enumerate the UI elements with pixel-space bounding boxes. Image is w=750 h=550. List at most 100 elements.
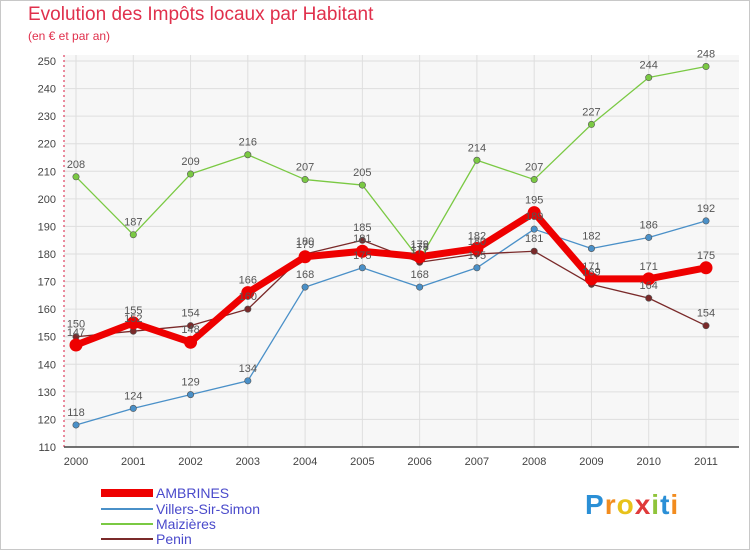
data-point — [72, 421, 80, 429]
data-label: 124 — [124, 390, 142, 402]
data-label: 180 — [468, 236, 486, 248]
data-point — [358, 264, 366, 272]
logo-letter: t — [660, 489, 671, 520]
y-tick-label: 250 — [38, 56, 56, 68]
data-point — [129, 231, 137, 239]
data-label: 169 — [582, 266, 600, 278]
data-point — [702, 322, 710, 330]
data-point — [413, 250, 427, 264]
legend-label: Villers-Sir-Simon — [156, 501, 260, 517]
logo-letter: i — [651, 489, 661, 520]
data-label: 147 — [67, 327, 85, 339]
x-tick-label: 2003 — [236, 456, 260, 468]
legend-label: AMBRINES — [156, 485, 229, 501]
data-label: 187 — [124, 217, 142, 229]
data-label: 185 — [353, 222, 371, 234]
series-line-villers-sir-simon — [75, 220, 707, 426]
data-point — [69, 338, 83, 352]
data-point — [587, 120, 595, 128]
data-label: 175 — [697, 250, 715, 262]
data-label: 189 — [525, 211, 543, 223]
y-tick-label: 220 — [38, 139, 56, 151]
data-label: 160 — [239, 291, 257, 303]
y-tick-label: 110 — [38, 442, 56, 454]
data-point — [530, 176, 538, 184]
plot-area — [64, 55, 739, 447]
data-label: 209 — [181, 156, 199, 168]
data-point — [126, 316, 140, 330]
data-label: 148 — [181, 324, 199, 336]
data-label: 181 — [353, 233, 371, 245]
data-point — [702, 63, 710, 71]
data-point — [187, 391, 195, 399]
x-tick-label: 2010 — [636, 456, 660, 468]
x-tick-label: 2011 — [694, 456, 718, 468]
data-label: 168 — [410, 269, 428, 281]
data-point — [645, 294, 653, 302]
data-point — [358, 181, 366, 189]
data-point — [530, 247, 538, 255]
data-point — [241, 286, 255, 300]
data-label: 227 — [582, 106, 600, 118]
data-label: 214 — [468, 142, 486, 154]
data-point — [187, 322, 195, 330]
data-point — [645, 233, 653, 241]
data-label: 205 — [353, 167, 371, 179]
data-label: 154 — [697, 308, 715, 320]
y-tick-label: 140 — [38, 359, 56, 371]
data-label: 175 — [468, 250, 486, 262]
logo-letter: r — [604, 489, 617, 520]
data-point — [355, 244, 369, 258]
data-point — [473, 156, 481, 164]
data-point — [301, 176, 309, 184]
series-line-maizi-res — [75, 65, 707, 261]
data-label: 150 — [67, 319, 85, 331]
data-label: 177 — [410, 244, 428, 256]
y-tick-label: 190 — [38, 221, 56, 233]
y-tick-label: 200 — [38, 194, 56, 206]
data-label: 208 — [67, 159, 85, 171]
logo-letter: o — [616, 489, 635, 520]
data-label: 171 — [582, 261, 600, 273]
logo-letter: i — [670, 489, 680, 520]
data-label: 168 — [296, 269, 314, 281]
data-label: 248 — [697, 49, 715, 61]
chart-title: Evolution des Impôts locaux par Habitant — [28, 4, 374, 25]
data-label: 186 — [640, 219, 658, 231]
data-label: 129 — [181, 377, 199, 389]
data-point — [645, 74, 653, 82]
y-tick-label: 180 — [38, 249, 56, 261]
data-label: 182 — [468, 230, 486, 242]
y-tick-label: 170 — [38, 277, 56, 289]
data-point — [587, 244, 595, 252]
data-label: 181 — [525, 233, 543, 245]
x-tick-label: 2001 — [121, 456, 145, 468]
data-label: 216 — [239, 137, 257, 149]
legend-label: Penin — [156, 531, 192, 547]
x-tick-label: 2000 — [64, 456, 88, 468]
data-label: 164 — [640, 280, 658, 292]
data-point — [584, 272, 598, 286]
data-point — [72, 173, 80, 181]
data-label: 195 — [525, 195, 543, 207]
y-tick-label: 120 — [38, 414, 56, 426]
y-tick-label: 160 — [38, 304, 56, 316]
data-point — [470, 241, 484, 255]
data-label: 154 — [181, 308, 199, 320]
y-tick-label: 240 — [38, 84, 56, 96]
data-point — [699, 261, 713, 275]
x-tick-label: 2006 — [407, 456, 431, 468]
x-tick-label: 2004 — [293, 456, 317, 468]
data-label: 180 — [296, 236, 314, 248]
data-label: 192 — [697, 203, 715, 215]
x-tick-label: 2002 — [178, 456, 202, 468]
proxiti-logo: Proxiti — [585, 489, 679, 521]
data-point — [244, 377, 252, 385]
data-point — [358, 236, 366, 244]
data-point — [416, 283, 424, 291]
y-tick-label: 150 — [38, 332, 56, 344]
x-tick-label: 2008 — [522, 456, 546, 468]
data-label: 118 — [67, 407, 85, 419]
data-point — [184, 335, 198, 349]
data-point — [473, 264, 481, 272]
